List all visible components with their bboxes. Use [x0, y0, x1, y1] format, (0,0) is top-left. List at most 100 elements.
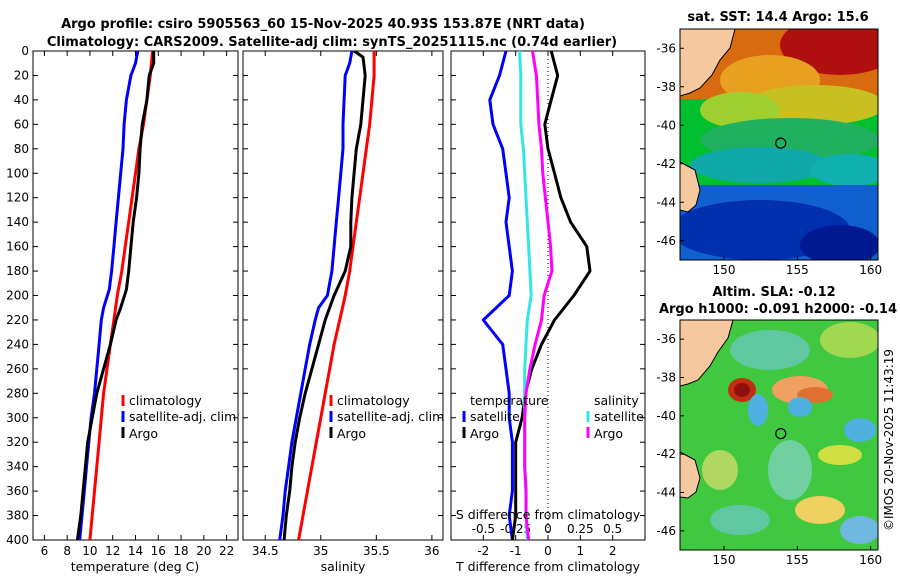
series-line-t-satellite [481, 51, 514, 540]
land-mainland [680, 29, 736, 97]
temperature-lines [75, 51, 156, 540]
lat-tick-label: -36 [656, 41, 676, 55]
difference-top-xlabel: S difference from climatology [456, 507, 641, 522]
temperature-legend: climatology satellite-adj. clim Argo [121, 393, 236, 441]
x-tick-label: -1 [510, 544, 522, 558]
y-tick-label: 300 [6, 411, 29, 425]
sst-map-title: sat. SST: 14.4 Argo: 15.6 [687, 10, 868, 25]
x-tick-label: -2 [477, 544, 489, 558]
series-line-climatology [297, 51, 376, 540]
y-tick-label: 160 [6, 240, 29, 254]
difference-legend: temperature satellite Argo salinity sate… [462, 393, 644, 441]
y-tick-label: 260 [6, 362, 29, 376]
x-tick-label: 6 [41, 544, 49, 558]
y-tick-label: 240 [6, 337, 29, 351]
lon-tick-label: 160 [859, 553, 882, 567]
sla-map-frame [679, 319, 879, 551]
sla-map-axis: 150 155 160 -36 -38 -40 -42 -44 -46 [656, 332, 882, 567]
sla-map-title-line2: Argo h1000: -0.091 h2000: -0.14 [659, 302, 897, 317]
x-tick-label: 2 [609, 544, 617, 558]
y-tick-label: 100 [6, 166, 29, 180]
sla-map [680, 320, 878, 550]
top-x-tick-label: 0.25 [567, 522, 594, 536]
sla-map-title-line1: Altim. SLA: -0.12 [712, 285, 835, 300]
y-tick-label: 340 [6, 460, 29, 474]
lat-tick-label: -44 [656, 195, 676, 209]
x-tick-label: 8 [63, 544, 71, 558]
lat-tick-label: -44 [656, 486, 676, 500]
land-tasmania [680, 451, 701, 499]
depth-axis: 0 20 40 60 80 100 120 140 160 180 200 220 240 260 280 3… [6, 44, 29, 547]
sst-map-axis: 150 155 160 -36 -38 -40 -42 -44 -46 [656, 41, 882, 277]
lat-tick-label: -42 [656, 157, 676, 171]
salinity-xlabel: salinity [321, 559, 366, 574]
y-tick-label: 220 [6, 313, 29, 327]
top-x-tick-label: 0 [544, 522, 552, 536]
lat-tick-label: -38 [656, 80, 676, 94]
series-line-s-argo [523, 51, 554, 540]
x-tick-label: 10 [82, 544, 97, 558]
y-tick-label: 200 [6, 289, 29, 303]
y-tick-label: 20 [14, 68, 29, 82]
y-tick-label: 40 [14, 93, 29, 107]
lat-tick-label: -38 [656, 371, 676, 385]
figure-title-line2: Climatology: CARS2009. Satellite-adj cli… [47, 35, 617, 50]
sst-map-frame [679, 28, 879, 261]
temperature-axis: 6 8 10 12 14 16 18 20 22 [33, 50, 238, 558]
y-tick-label: 360 [6, 484, 29, 498]
y-tick-label: 400 [6, 533, 29, 547]
lon-tick-label: 150 [713, 263, 736, 277]
y-tick-label: 80 [14, 142, 29, 156]
salinity-lines [278, 51, 376, 540]
difference-lines [481, 51, 592, 540]
series-line-argo [75, 51, 156, 540]
top-x-tick-label: 0.5 [603, 522, 622, 536]
series-line-argo [282, 51, 367, 540]
x-tick-label: 14 [128, 544, 143, 558]
x-tick-label: 22 [219, 544, 234, 558]
top-x-tick-label: -0.25 [500, 522, 531, 536]
y-tick-label: 380 [6, 509, 29, 523]
lat-tick-label: -42 [656, 447, 676, 461]
y-tick-label: 0 [21, 44, 29, 58]
top-x-tick-label: -0.5 [472, 522, 495, 536]
series-line-satellite-adj-clim [278, 51, 354, 540]
temperature-panel-frame [32, 50, 239, 541]
legend-t-satellite: satellite [470, 409, 520, 424]
legend-climatology: climatology [337, 393, 410, 408]
x-tick-label: 20 [196, 544, 211, 558]
x-tick-label: 1 [577, 544, 585, 558]
y-tick-label: 320 [6, 435, 29, 449]
salinity-legend: climatology satellite-adj. clim Argo [329, 393, 444, 441]
figure-title-line1: Argo profile: csiro 5905563_60 15-Nov-20… [61, 17, 585, 32]
x-tick-label: 0 [544, 544, 552, 558]
argo-location-marker [775, 428, 787, 440]
legend-temperature-title: temperature [470, 393, 549, 408]
lat-tick-label: -36 [656, 332, 676, 346]
x-tick-label: 35.5 [363, 544, 390, 558]
y-tick-label: 120 [6, 191, 29, 205]
x-tick-label: 34.5 [252, 544, 279, 558]
difference-axis: -2 -1 0 1 2 -0.5 -0.25 0 0.25 0.5 [451, 50, 645, 558]
x-tick-label: 18 [173, 544, 188, 558]
lon-tick-label: 155 [786, 263, 809, 277]
lon-tick-label: 150 [713, 553, 736, 567]
legend-climatology: climatology [129, 393, 202, 408]
x-tick-label: 16 [151, 544, 166, 558]
imos-watermark: ©IMOS 20-Nov-2025 11:43:19 [882, 349, 896, 531]
y-tick-label: 180 [6, 264, 29, 278]
x-tick-label: 12 [105, 544, 120, 558]
legend-s-satellite: satellite [594, 409, 644, 424]
x-tick-label: 36 [424, 544, 439, 558]
lat-tick-label: -46 [656, 524, 676, 538]
argo-location-marker [775, 137, 787, 149]
lat-tick-label: -40 [656, 118, 676, 132]
legend-satellite: satellite-adj. clim [129, 409, 236, 424]
lon-tick-label: 160 [859, 263, 882, 277]
legend-argo: Argo [337, 426, 366, 441]
y-tick-label: 280 [6, 386, 29, 400]
sst-map [680, 29, 878, 260]
lat-tick-label: -46 [656, 234, 676, 248]
y-tick-label: 60 [14, 117, 29, 131]
